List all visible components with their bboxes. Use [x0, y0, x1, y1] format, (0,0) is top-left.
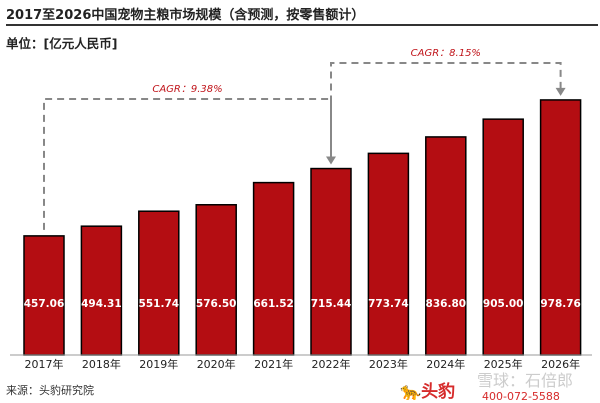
- bar: [80, 225, 123, 356]
- data-label: 457.06: [24, 298, 65, 310]
- bar: [138, 210, 180, 356]
- data-label: 773.74: [368, 298, 409, 310]
- bar: [310, 167, 352, 356]
- phone-number: 400-072-5588: [482, 390, 560, 403]
- data-label: 905.00: [483, 298, 524, 310]
- data-label: 715.44: [311, 298, 352, 310]
- bar: [252, 181, 295, 356]
- cagr-label: CAGR：8.15%: [411, 48, 481, 59]
- bar: [195, 204, 237, 356]
- x-tick-label: 2018年: [82, 357, 121, 371]
- x-tick-label: 2022年: [312, 357, 351, 371]
- arrow-head-icon: [555, 87, 566, 96]
- cagr-label: CAGR：9.38%: [152, 84, 222, 95]
- data-label: 551.74: [139, 298, 180, 310]
- data-label: 661.52: [253, 298, 294, 310]
- source-note: 来源：头豹研究院: [6, 384, 94, 397]
- x-tick-label: 2019年: [139, 357, 178, 371]
- chart-title: 2017至2026中国宠物主粮市场规模（含预测，按零售额计）: [6, 8, 365, 23]
- x-tick-label: 2020年: [197, 357, 236, 371]
- bar: [23, 235, 65, 356]
- cagr-bracket: [330, 62, 562, 163]
- x-tick-label: 2021年: [254, 357, 293, 371]
- data-label: 978.76: [540, 298, 581, 310]
- title-divider: [6, 24, 598, 26]
- logo: 🐆头豹: [400, 382, 456, 402]
- bar: [539, 99, 582, 356]
- x-tick-label: 2017年: [25, 357, 64, 371]
- x-tick-label: 2024年: [426, 357, 465, 371]
- bar: [367, 152, 410, 356]
- x-tick-label: 2025年: [484, 357, 523, 371]
- bar: [425, 136, 467, 356]
- bar: [482, 118, 524, 356]
- logo-text: 头豹: [421, 382, 456, 402]
- cagr-bracket: [43, 98, 332, 230]
- x-tick-label: 2026年: [541, 357, 580, 371]
- x-tick-label: 2023年: [369, 357, 408, 371]
- data-label: 836.80: [426, 298, 467, 310]
- data-label: 576.50: [196, 298, 237, 310]
- unit-label: 单位：[亿元人民币]: [6, 36, 118, 51]
- data-label: 494.31: [81, 298, 122, 310]
- watermark: 雪球：石倍郎: [477, 371, 574, 390]
